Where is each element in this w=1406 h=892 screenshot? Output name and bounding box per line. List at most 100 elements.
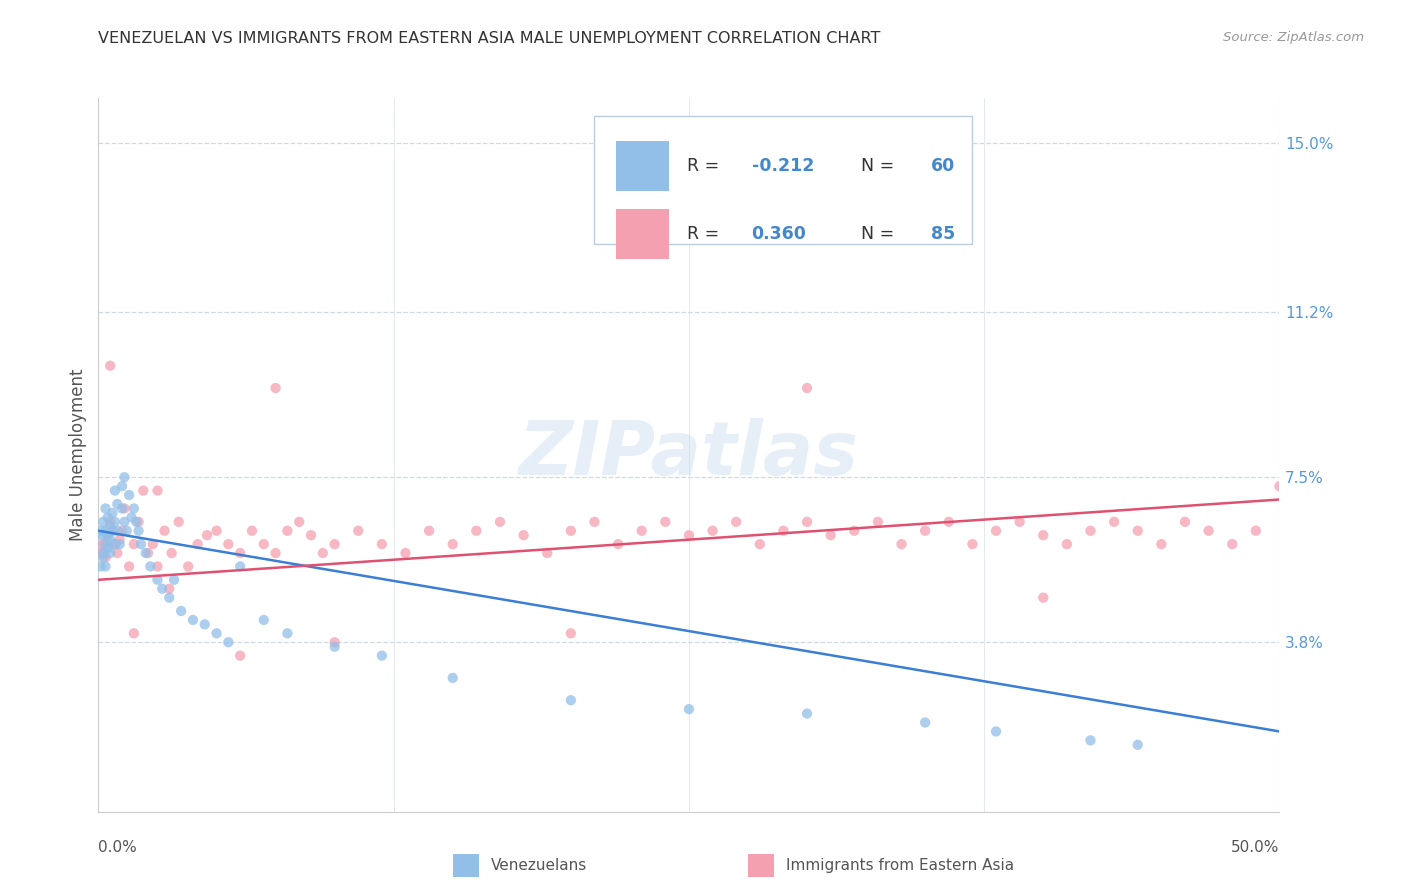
Point <box>844 524 866 538</box>
Point <box>94 537 117 551</box>
Point <box>108 537 131 551</box>
Point <box>97 528 120 542</box>
Point <box>489 515 512 529</box>
Point <box>323 537 346 551</box>
Point <box>914 524 936 538</box>
Point <box>146 573 169 587</box>
Point <box>312 546 335 560</box>
Point <box>796 515 818 529</box>
Point <box>630 524 652 538</box>
Point <box>1008 515 1031 529</box>
Point <box>560 626 582 640</box>
Point <box>1198 524 1220 538</box>
Point <box>1268 479 1291 493</box>
Point <box>111 501 134 516</box>
Text: 85: 85 <box>931 225 955 243</box>
Point <box>820 528 842 542</box>
Point <box>866 515 889 529</box>
Point <box>371 648 394 663</box>
Point <box>560 693 582 707</box>
Point <box>1174 515 1197 529</box>
Point <box>105 524 128 538</box>
Point <box>371 537 394 551</box>
Text: 60: 60 <box>931 157 955 175</box>
Point <box>122 501 145 516</box>
Point <box>94 550 117 565</box>
Point <box>94 524 117 538</box>
Point <box>288 515 311 529</box>
Point <box>118 559 141 574</box>
Point <box>678 702 700 716</box>
Point <box>748 537 770 551</box>
Point <box>121 510 143 524</box>
Point <box>217 537 239 551</box>
Point <box>512 528 534 542</box>
Point <box>276 524 298 538</box>
Point <box>607 537 630 551</box>
Point <box>111 524 134 538</box>
Point <box>890 537 912 551</box>
Point <box>142 537 165 551</box>
Point <box>94 559 117 574</box>
Point <box>394 546 416 560</box>
Point <box>98 546 121 560</box>
Point <box>111 479 134 493</box>
Point <box>194 617 217 632</box>
Point <box>205 626 228 640</box>
Text: Venezuelans: Venezuelans <box>491 858 586 872</box>
Point <box>139 559 162 574</box>
Point <box>104 537 127 551</box>
Point <box>128 515 150 529</box>
Point <box>108 533 131 547</box>
Point <box>323 640 346 654</box>
Point <box>90 546 112 560</box>
Point <box>104 515 127 529</box>
Point <box>1126 524 1149 538</box>
Point <box>796 381 818 395</box>
Point <box>94 501 117 516</box>
Point <box>1032 591 1054 605</box>
Point <box>98 533 121 547</box>
Point <box>347 524 370 538</box>
Point <box>91 537 114 551</box>
Point <box>1150 537 1173 551</box>
Point <box>177 559 200 574</box>
Text: ZIPatlas: ZIPatlas <box>519 418 859 491</box>
Point <box>217 635 239 649</box>
Point <box>125 515 148 529</box>
Point <box>678 528 700 542</box>
Point <box>128 524 150 538</box>
Point <box>112 515 135 529</box>
Point <box>418 524 440 538</box>
Point <box>299 528 322 542</box>
Point <box>229 546 252 560</box>
Point <box>187 537 209 551</box>
Point <box>205 524 228 538</box>
Point <box>772 524 794 538</box>
Point <box>938 515 960 529</box>
Point <box>253 613 276 627</box>
Text: Immigrants from Eastern Asia: Immigrants from Eastern Asia <box>786 858 1014 872</box>
Point <box>122 537 145 551</box>
Point <box>135 546 157 560</box>
Point <box>157 582 180 596</box>
Point <box>98 519 121 533</box>
Point <box>163 573 186 587</box>
Point <box>105 497 128 511</box>
Point <box>91 515 114 529</box>
Point <box>167 515 190 529</box>
Point <box>276 626 298 640</box>
Point <box>91 528 114 542</box>
Point <box>101 524 124 538</box>
Point <box>1244 524 1267 538</box>
Point <box>98 359 121 373</box>
FancyBboxPatch shape <box>453 854 478 877</box>
Text: -0.212: -0.212 <box>752 157 814 175</box>
Point <box>104 483 127 498</box>
FancyBboxPatch shape <box>595 116 973 244</box>
Point <box>146 559 169 574</box>
Point <box>97 541 120 556</box>
Text: VENEZUELAN VS IMMIGRANTS FROM EASTERN ASIA MALE UNEMPLOYMENT CORRELATION CHART: VENEZUELAN VS IMMIGRANTS FROM EASTERN AS… <box>98 31 880 46</box>
Point <box>465 524 488 538</box>
Text: N =: N = <box>862 157 900 175</box>
